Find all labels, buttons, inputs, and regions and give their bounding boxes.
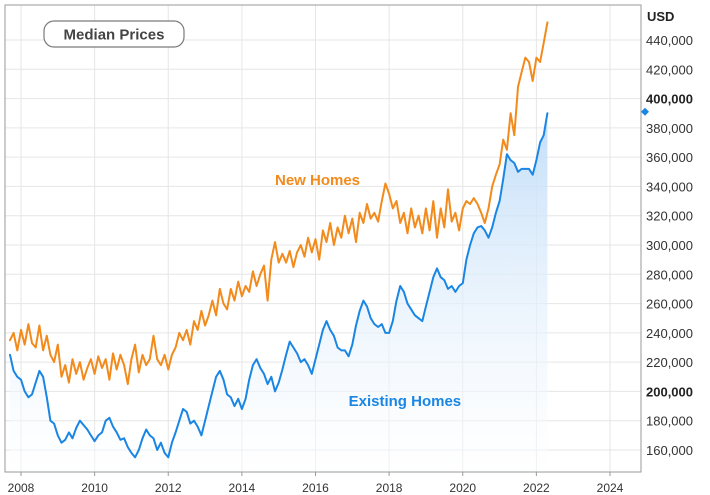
x-tick-label: 2024: [597, 481, 624, 495]
x-tick-label: 2012: [155, 481, 182, 495]
y-tick-label: 260,000: [646, 297, 693, 312]
x-tick-label: 2020: [449, 481, 476, 495]
y-tick-label: 280,000: [646, 267, 693, 282]
series-annotations: New Homes Existing Homes: [275, 172, 461, 410]
chart-title: Median Prices: [64, 27, 165, 44]
y-tick-label: 300,000: [646, 238, 693, 253]
y-axis-tick-labels: 160,000 180,000 200,000 220,000 240,000 260,0…: [646, 33, 693, 458]
existing-homes-line: [9, 112, 549, 459]
y-tick-label: 220,000: [646, 355, 693, 370]
x-tick-label: 2014: [229, 481, 256, 495]
y-tick-label: 180,000: [646, 414, 693, 429]
y-tick-label: 160,000: [646, 443, 693, 458]
chart-title-box: Median Prices: [43, 20, 185, 48]
last-value-diamond: [641, 107, 649, 116]
y-tick-label: 420,000: [646, 62, 693, 77]
x-axis-tick-labels: 2008 2010 2012 2014 2016 2018 2020 2022 2024: [8, 472, 624, 495]
y-tick-label: 400,000: [646, 92, 693, 107]
y-axis-unit-label: USD: [647, 9, 674, 24]
existing-homes-area-fill: [9, 113, 548, 472]
y-tick-label: 360,000: [646, 150, 693, 165]
y-tick-label: 320,000: [646, 209, 693, 224]
y-tick-label: 340,000: [646, 179, 693, 194]
x-tick-label: 2008: [8, 481, 35, 495]
x-tick-label: 2016: [302, 481, 329, 495]
x-tick-label: 2010: [81, 481, 108, 495]
x-tick-label: 2022: [523, 481, 550, 495]
new-homes-line: [9, 21, 549, 386]
new-homes-annotation: New Homes: [275, 172, 360, 189]
existing-homes-area: [9, 113, 548, 472]
y-tick-label: 440,000: [646, 33, 693, 48]
y-tick-label: 240,000: [646, 326, 693, 341]
plot-frame: [4, 4, 642, 473]
existing-homes-annotation: Existing Homes: [349, 393, 462, 410]
x-tick-label: 2018: [376, 481, 403, 495]
y-tick-label: 380,000: [646, 121, 693, 136]
series-lines: [9, 21, 549, 459]
y-tick-label: 200,000: [646, 384, 693, 399]
last-value-marker: [641, 107, 649, 116]
